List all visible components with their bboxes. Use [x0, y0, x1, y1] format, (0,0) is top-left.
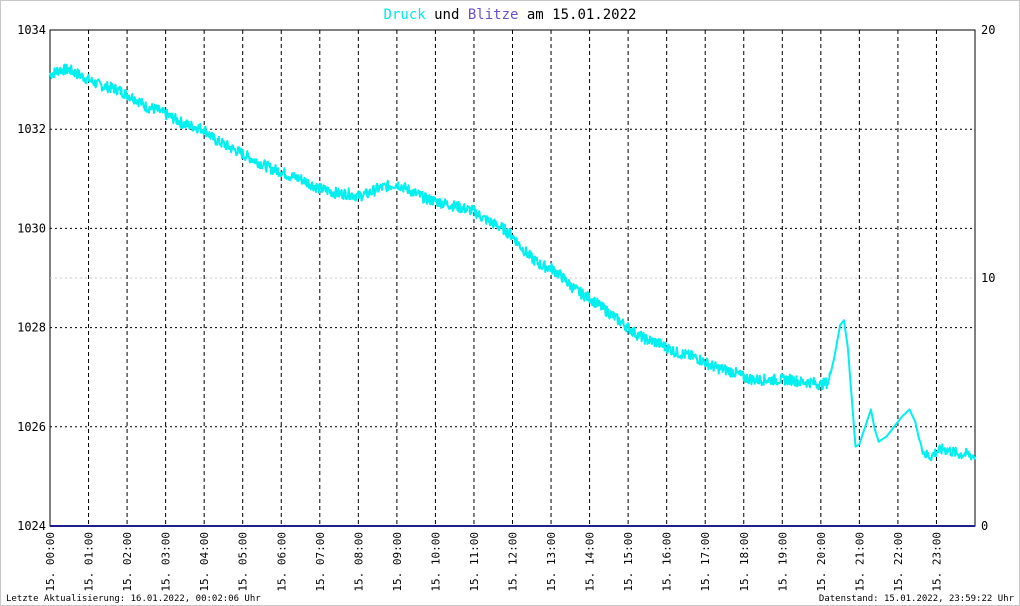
x-tick-label: 15. 02:00: [121, 532, 134, 592]
x-tick-label: 15. 23:00: [930, 532, 943, 592]
y-left-tick-label: 1026: [17, 420, 46, 434]
x-tick-label: 15. 20:00: [815, 532, 828, 592]
x-tick-label: 15. 09:00: [391, 532, 404, 592]
y-axis-left-ticks: 1024 1026 1028 1030 1032 1034: [17, 23, 46, 533]
x-tick-label: 15. 19:00: [776, 532, 789, 592]
x-tick-label: 15. 06:00: [275, 532, 288, 592]
y-right-tick-label: 0: [981, 519, 988, 533]
x-tick-label: 15. 12:00: [507, 532, 520, 592]
x-tick-label: 15. 05:00: [237, 532, 250, 592]
chart-title-part: Blitze: [468, 7, 519, 23]
footer-last-update: Letzte Aktualisierung: 16.01.2022, 00:02…: [6, 594, 261, 604]
chart-title-part: Druck: [384, 7, 427, 23]
y-left-tick-label: 1028: [17, 321, 46, 335]
y-left-tick-label: 1034: [17, 23, 46, 37]
x-tick-label: 15. 13:00: [545, 532, 558, 592]
y-axis-right-ticks: 0 10 20: [981, 23, 995, 533]
y-left-tick-label: 1032: [17, 122, 46, 136]
x-tick-label: 15. 21:00: [853, 532, 866, 592]
vertical-gridlines: [88, 30, 937, 526]
x-tick-label: 15. 04:00: [198, 532, 211, 592]
x-tick-label: 15. 17:00: [699, 532, 712, 592]
chart-title-part: und: [426, 7, 468, 23]
chart-title-part: am 15.01.2022: [518, 7, 636, 23]
series-druck-line: [49, 63, 976, 462]
x-tick-label: 15. 01:00: [83, 532, 96, 592]
y-right-tick-label: 20: [981, 23, 995, 37]
y-left-tick-label: 1030: [17, 221, 46, 235]
x-tick-label: 15. 14:00: [584, 532, 597, 592]
x-tick-label: 15. 15:00: [622, 532, 635, 592]
x-tick-label: 15. 00:00: [44, 532, 57, 592]
x-axis-ticks: 15. 00:00 15. 01:00 15. 02:00 15. 03:00 15. …: [44, 532, 943, 592]
x-tick-label: 15. 03:00: [160, 532, 173, 592]
x-tick-label: 15. 22:00: [892, 532, 905, 592]
x-tick-label: 15. 10:00: [429, 532, 442, 592]
x-tick-label: 15. 07:00: [314, 532, 327, 592]
x-tick-label: 15. 16:00: [661, 532, 674, 592]
x-tick-label: 15. 08:00: [352, 532, 365, 592]
x-tick-label: 15. 11:00: [468, 532, 481, 592]
footer-data-status: Datenstand: 15.01.2022, 23:59:22 Uhr: [819, 594, 1015, 604]
chart-title: Druck und Blitze am 15.01.2022: [384, 7, 637, 23]
y-right-tick-label: 10: [981, 271, 995, 285]
x-tick-label: 15. 18:00: [738, 532, 751, 592]
y-left-tick-label: 1024: [17, 519, 46, 533]
